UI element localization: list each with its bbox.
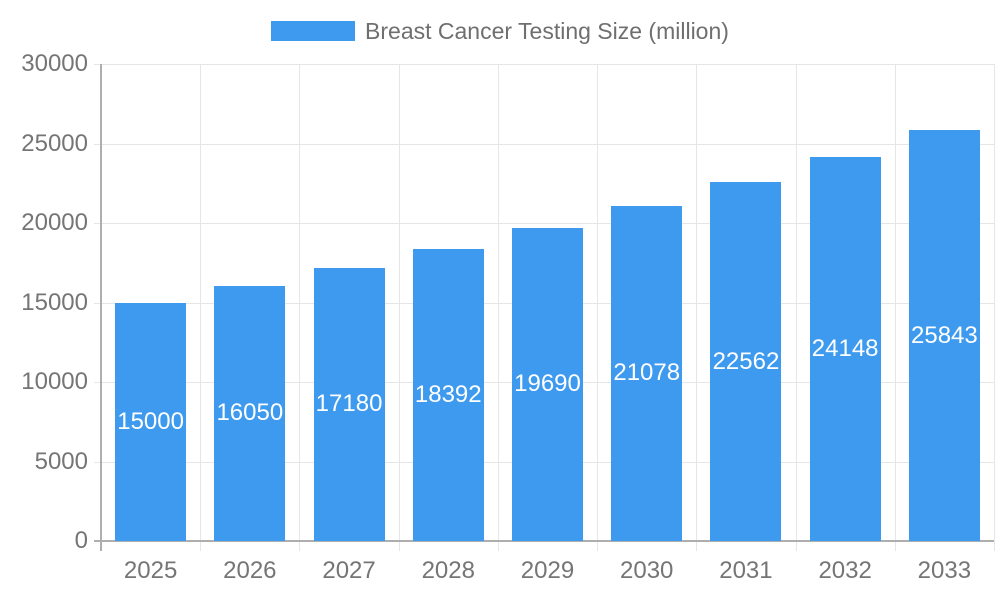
bar[interactable]: 16050: [214, 285, 286, 541]
v-gridline: [597, 64, 599, 541]
y-axis-tick: [94, 302, 101, 304]
v-gridline: [299, 64, 301, 541]
v-gridline: [894, 64, 896, 541]
y-tick-label: 30000: [21, 50, 88, 77]
bar[interactable]: 19690: [512, 227, 583, 541]
x-tick-label: 2027: [322, 557, 376, 584]
legend-marker-icon: [271, 21, 356, 41]
bar[interactable]: 22562: [710, 182, 782, 541]
v-gridline: [795, 64, 797, 541]
x-tick-label: 2028: [421, 557, 475, 584]
y-tick-label: 20000: [21, 209, 88, 236]
y-axis-line: [100, 64, 102, 551]
v-gridline: [200, 64, 202, 541]
v-gridline: [696, 64, 698, 541]
bar-value-label: 22562: [712, 347, 780, 375]
bar-value-label: 17180: [315, 390, 383, 418]
x-axis-tick: [894, 541, 896, 551]
v-gridline: [994, 64, 995, 541]
x-axis-tick: [696, 541, 698, 551]
x-tick-label: 2026: [223, 557, 277, 584]
x-tick-label: 2029: [520, 557, 575, 584]
bar[interactable]: 25843: [908, 130, 980, 541]
h-gridline: [101, 223, 994, 224]
h-gridline: [101, 143, 994, 145]
x-axis-tick: [795, 541, 797, 551]
x-axis-tick: [299, 541, 301, 551]
y-axis-tick: [94, 64, 101, 65]
bar-value-label: 24148: [811, 335, 879, 362]
h-gridline: [101, 64, 994, 65]
y-tick-label: 25000: [21, 129, 88, 157]
bar-value-label: 18392: [414, 380, 482, 408]
v-gridline: [497, 64, 499, 541]
x-axis-tick: [994, 541, 995, 551]
legend[interactable]: Breast Cancer Testing Size (million): [0, 16, 1000, 46]
y-axis-tick: [94, 382, 101, 383]
bar[interactable]: 17180: [313, 267, 385, 541]
y-axis-tick: [94, 223, 101, 224]
x-tick-label: 2025: [123, 557, 178, 584]
x-axis-line: [94, 540, 994, 542]
x-tick-label: 2031: [719, 557, 773, 584]
bar[interactable]: 18392: [412, 248, 484, 541]
x-axis-tick: [497, 541, 499, 551]
x-axis-tick: [200, 541, 202, 551]
y-axis-tick: [94, 461, 101, 463]
legend-label: Breast Cancer Testing Size (million): [365, 17, 729, 44]
bar-value-label: 15000: [117, 407, 184, 435]
y-tick-label: 0: [74, 527, 88, 554]
y-axis-tick: [94, 143, 101, 145]
x-tick-label: 2032: [818, 557, 872, 584]
x-tick-label: 2033: [917, 557, 972, 584]
x-axis-tick: [597, 541, 599, 551]
bar-value-label: 25843: [911, 321, 978, 349]
y-tick-label: 5000: [34, 447, 88, 475]
bar[interactable]: 24148: [809, 157, 881, 541]
bar[interactable]: 21078: [611, 205, 683, 541]
bar-value-label: 21078: [613, 359, 681, 387]
bar-value-label: 19690: [514, 370, 581, 398]
bar-value-label: 16050: [216, 399, 284, 427]
bar[interactable]: 15000: [115, 302, 187, 541]
y-tick-label: 10000: [21, 368, 88, 395]
y-tick-label: 15000: [21, 288, 88, 316]
x-axis-tick: [398, 541, 400, 551]
x-tick-label: 2030: [620, 557, 674, 584]
v-gridline: [398, 64, 400, 541]
